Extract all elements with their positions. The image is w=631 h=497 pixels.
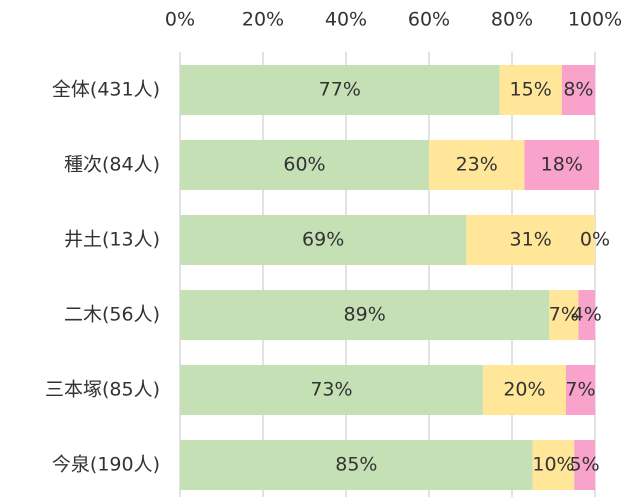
x-tick-label: 40% [325, 9, 367, 31]
data-label: 5% [570, 454, 600, 476]
data-label: 7% [549, 304, 579, 326]
data-label: 77% [319, 79, 361, 101]
data-label: 60% [283, 154, 325, 176]
data-label: 7% [565, 379, 595, 401]
data-label: 4% [572, 304, 602, 326]
y-tick-label: 今泉(190人) [52, 454, 160, 476]
bar-segment [429, 140, 525, 190]
data-label: 31% [510, 229, 552, 251]
data-label: 8% [563, 79, 593, 101]
data-label: 15% [510, 79, 552, 101]
x-tick-label: 0% [165, 9, 195, 31]
bar-segment [180, 140, 429, 190]
y-tick-label: 種次(84人) [64, 154, 160, 176]
y-tick-label: 全体(431人) [52, 79, 160, 101]
bar-segment [499, 65, 562, 115]
bar-segment [180, 290, 550, 340]
bar-segment [180, 440, 533, 490]
data-label: 23% [456, 154, 498, 176]
data-label: 0% [580, 229, 610, 251]
bar-segment [180, 365, 483, 415]
data-label: 69% [302, 229, 344, 251]
bar-segment [561, 65, 595, 115]
bar-segment [578, 290, 595, 340]
x-tick-label: 20% [242, 9, 284, 31]
data-label: 85% [335, 454, 377, 476]
bar-segment [565, 365, 595, 415]
bar-segment [524, 140, 600, 190]
bar-segment [180, 215, 467, 265]
bar-segment [549, 290, 579, 340]
x-tick-label: 80% [491, 9, 533, 31]
data-label: 20% [503, 379, 545, 401]
data-label: 10% [532, 454, 574, 476]
y-tick-label: 二木(56人) [64, 304, 160, 326]
bar-segment [532, 440, 575, 490]
bar-segment [482, 365, 566, 415]
bar-segment [466, 215, 595, 265]
data-label: 73% [310, 379, 352, 401]
x-tick-label: 100% [568, 9, 622, 31]
bar-segment [574, 440, 595, 490]
data-label: 89% [344, 304, 386, 326]
y-tick-label: 井土(13人) [64, 229, 160, 251]
y-tick-label: 三本塚(85人) [45, 379, 160, 401]
bar-segment [180, 65, 500, 115]
x-tick-label: 60% [408, 9, 450, 31]
data-label: 18% [541, 154, 583, 176]
